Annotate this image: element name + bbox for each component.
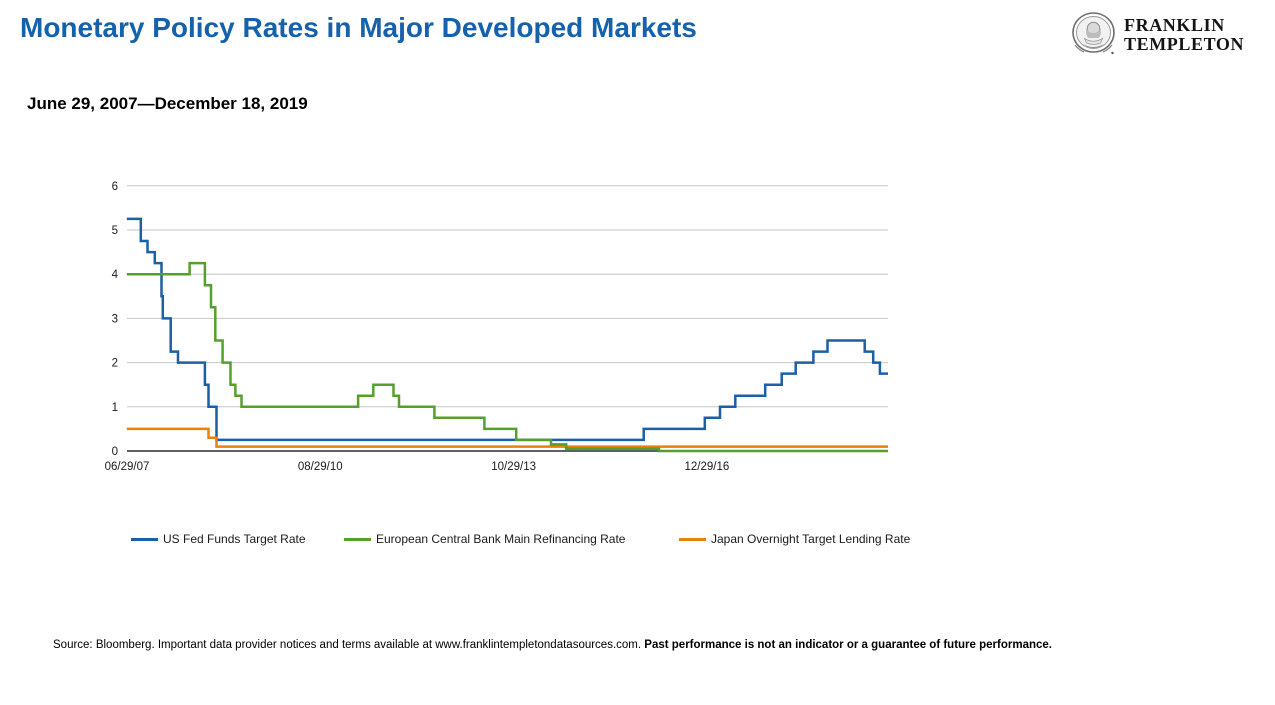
source-text: Source: Bloomberg. Important data provid… [53, 639, 642, 651]
series-line-2 [126, 427, 888, 448]
logo-wordmark: FRANKLIN TEMPLETON [1124, 14, 1245, 54]
y-tick-label: 0 [112, 446, 118, 458]
x-tick-label: 10/29/13 [491, 461, 536, 473]
page-title: Monetary Policy Rates in Major Developed… [20, 12, 697, 43]
chart-legend: US Fed Funds Target Rate European Centra… [0, 530, 1275, 550]
ecb-line-swatch-icon [344, 537, 371, 541]
series-line-0 [126, 217, 888, 442]
disclaimer-text: Past performance is not an indicator or … [644, 639, 1052, 651]
legend-label: European Central Bank Main Refinancing R… [376, 532, 626, 546]
x-tick-label: 12/29/16 [685, 461, 730, 473]
policy-rates-line-chart: 0 1 2 3 4 5 6 06/29/07 08/29/10 10/29/13 12/29/16 [105, 181, 888, 473]
series-line-1 [126, 261, 888, 453]
y-tick-label: 2 [112, 358, 118, 370]
franklin-portrait-icon [1072, 12, 1115, 55]
source-disclaimer: Source: Bloomberg. Important data provid… [53, 635, 1053, 655]
y-tick-label: 3 [112, 313, 118, 325]
date-range-subtitle: June 29, 2007—December 18, 2019 [27, 94, 308, 113]
y-tick-label: 4 [112, 269, 119, 281]
legend-label: Japan Overnight Target Lending Rate [711, 532, 911, 546]
legend-item-us-fed-funds: US Fed Funds Target Rate [131, 530, 306, 548]
y-tick-label: 5 [112, 225, 118, 237]
y-tick-label: 6 [112, 181, 118, 193]
legend-label: US Fed Funds Target Rate [163, 532, 306, 546]
us-fed-line-swatch-icon [131, 537, 158, 541]
japan-line-swatch-icon [679, 537, 706, 541]
logo-line-franklin: FRANKLIN [1124, 14, 1225, 35]
y-tick-label: 1 [112, 402, 118, 414]
logo-line-templeton: TEMPLETON [1124, 33, 1245, 54]
franklin-templeton-logo: FRANKLIN TEMPLETON [1070, 11, 1244, 58]
legend-item-ecb: European Central Bank Main Refinancing R… [344, 530, 625, 548]
x-tick-label: 06/29/07 [105, 461, 150, 473]
legend-item-japan: Japan Overnight Target Lending Rate [679, 530, 910, 548]
x-tick-label: 08/29/10 [298, 461, 343, 473]
